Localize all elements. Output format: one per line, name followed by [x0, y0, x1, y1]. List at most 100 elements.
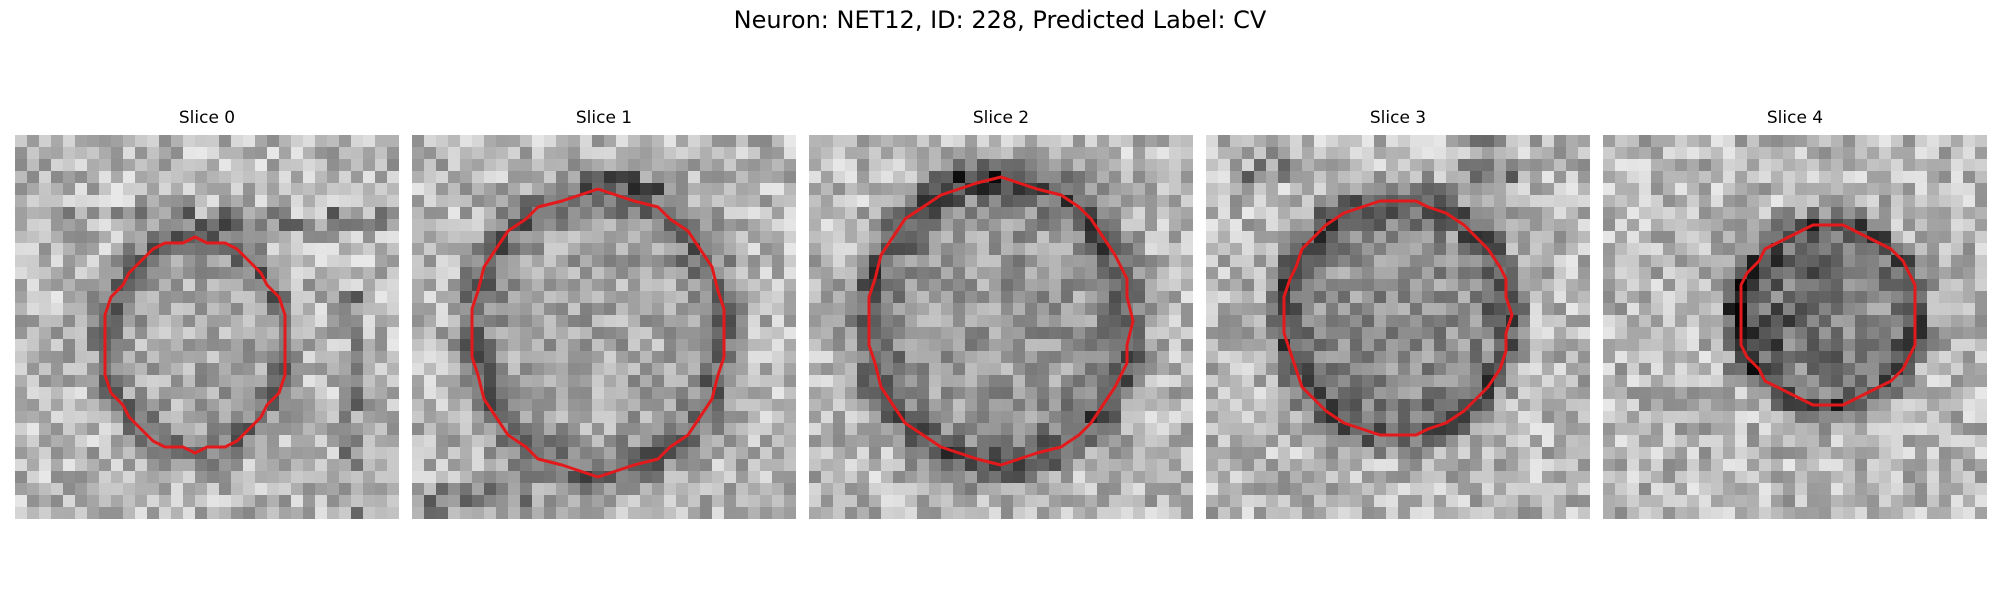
pixel: [1410, 183, 1423, 196]
pixel: [267, 255, 280, 268]
pixel: [652, 315, 665, 328]
pixel: [628, 471, 641, 484]
pixel: [736, 219, 749, 232]
pixel: [1639, 399, 1652, 412]
pixel: [1109, 399, 1122, 412]
pixel: [1049, 219, 1062, 232]
pixel: [1554, 435, 1567, 448]
pixel: [1446, 507, 1459, 519]
pixel: [544, 495, 557, 508]
pixel: [1807, 435, 1820, 448]
pixel: [351, 219, 364, 232]
pixel: [1025, 243, 1038, 256]
pixel: [1398, 459, 1411, 472]
pixel: [989, 483, 1002, 496]
pixel: [1554, 363, 1567, 376]
pixel: [1073, 507, 1086, 519]
pixel: [195, 459, 208, 472]
pixel: [412, 231, 425, 244]
pixel: [676, 447, 689, 460]
pixel: [748, 135, 761, 148]
pixel: [1446, 279, 1459, 292]
pixel: [1386, 363, 1399, 376]
pixel: [1891, 315, 1904, 328]
pixel: [39, 387, 52, 400]
pixel: [1807, 279, 1820, 292]
pixel: [1073, 255, 1086, 268]
pixel: [857, 423, 870, 436]
pixel: [1254, 447, 1267, 460]
pixel: [1542, 435, 1555, 448]
pixel: [809, 459, 822, 472]
pixel: [784, 315, 796, 328]
pixel: [183, 351, 196, 364]
pixel: [75, 339, 88, 352]
pixel: [784, 351, 796, 364]
pixel: [1975, 399, 1987, 412]
pixel: [953, 195, 966, 208]
pixel: [448, 483, 461, 496]
pixel: [1145, 387, 1158, 400]
pixel: [1903, 411, 1916, 424]
pixel: [929, 231, 942, 244]
pixel: [544, 435, 557, 448]
pixel: [857, 327, 870, 340]
pixel: [1410, 159, 1423, 172]
pixel: [857, 435, 870, 448]
pixel: [520, 135, 533, 148]
pixel: [219, 351, 232, 364]
pixel: [1518, 291, 1531, 304]
pixel: [821, 195, 834, 208]
pixel: [1795, 195, 1808, 208]
pixel: [1795, 255, 1808, 268]
pixel: [1338, 339, 1351, 352]
pixel: [1482, 471, 1495, 484]
pixel: [243, 183, 256, 196]
pixel: [1061, 159, 1074, 172]
pixel: [27, 327, 40, 340]
pixel: [1867, 303, 1880, 316]
pixel: [700, 483, 713, 496]
pixel: [688, 483, 701, 496]
pixel: [63, 183, 76, 196]
pixel: [291, 507, 304, 519]
pixel: [1675, 327, 1688, 340]
pixel: [1687, 267, 1700, 280]
pixel: [99, 219, 112, 232]
pixel: [1206, 363, 1219, 376]
pixel: [1049, 375, 1062, 388]
pixel: [496, 195, 509, 208]
pixel: [869, 411, 882, 424]
pixel: [784, 435, 796, 448]
pixel: [664, 447, 677, 460]
pixel: [1639, 375, 1652, 388]
pixel: [893, 255, 906, 268]
pixel: [905, 327, 918, 340]
pixel: [87, 327, 100, 340]
pixel: [159, 291, 172, 304]
pixel: [640, 279, 653, 292]
pixel: [520, 171, 533, 184]
pixel: [772, 363, 785, 376]
pixel: [1458, 471, 1471, 484]
pixel: [857, 471, 870, 484]
pixel: [1266, 279, 1279, 292]
pixel: [640, 483, 653, 496]
pixel: [1049, 339, 1062, 352]
pixel: [532, 135, 545, 148]
pixel: [977, 363, 990, 376]
pixel: [1278, 363, 1291, 376]
pixel: [556, 387, 569, 400]
pixel: [544, 219, 557, 232]
pixel: [532, 291, 545, 304]
pixel: [700, 447, 713, 460]
pixel: [869, 327, 882, 340]
pixel: [1001, 243, 1014, 256]
pixel: [1446, 387, 1459, 400]
pixel: [977, 207, 990, 220]
pixel: [1963, 135, 1976, 148]
pixel: [1446, 267, 1459, 280]
pixel: [1927, 399, 1940, 412]
pixel: [75, 387, 88, 400]
pixel: [15, 279, 28, 292]
